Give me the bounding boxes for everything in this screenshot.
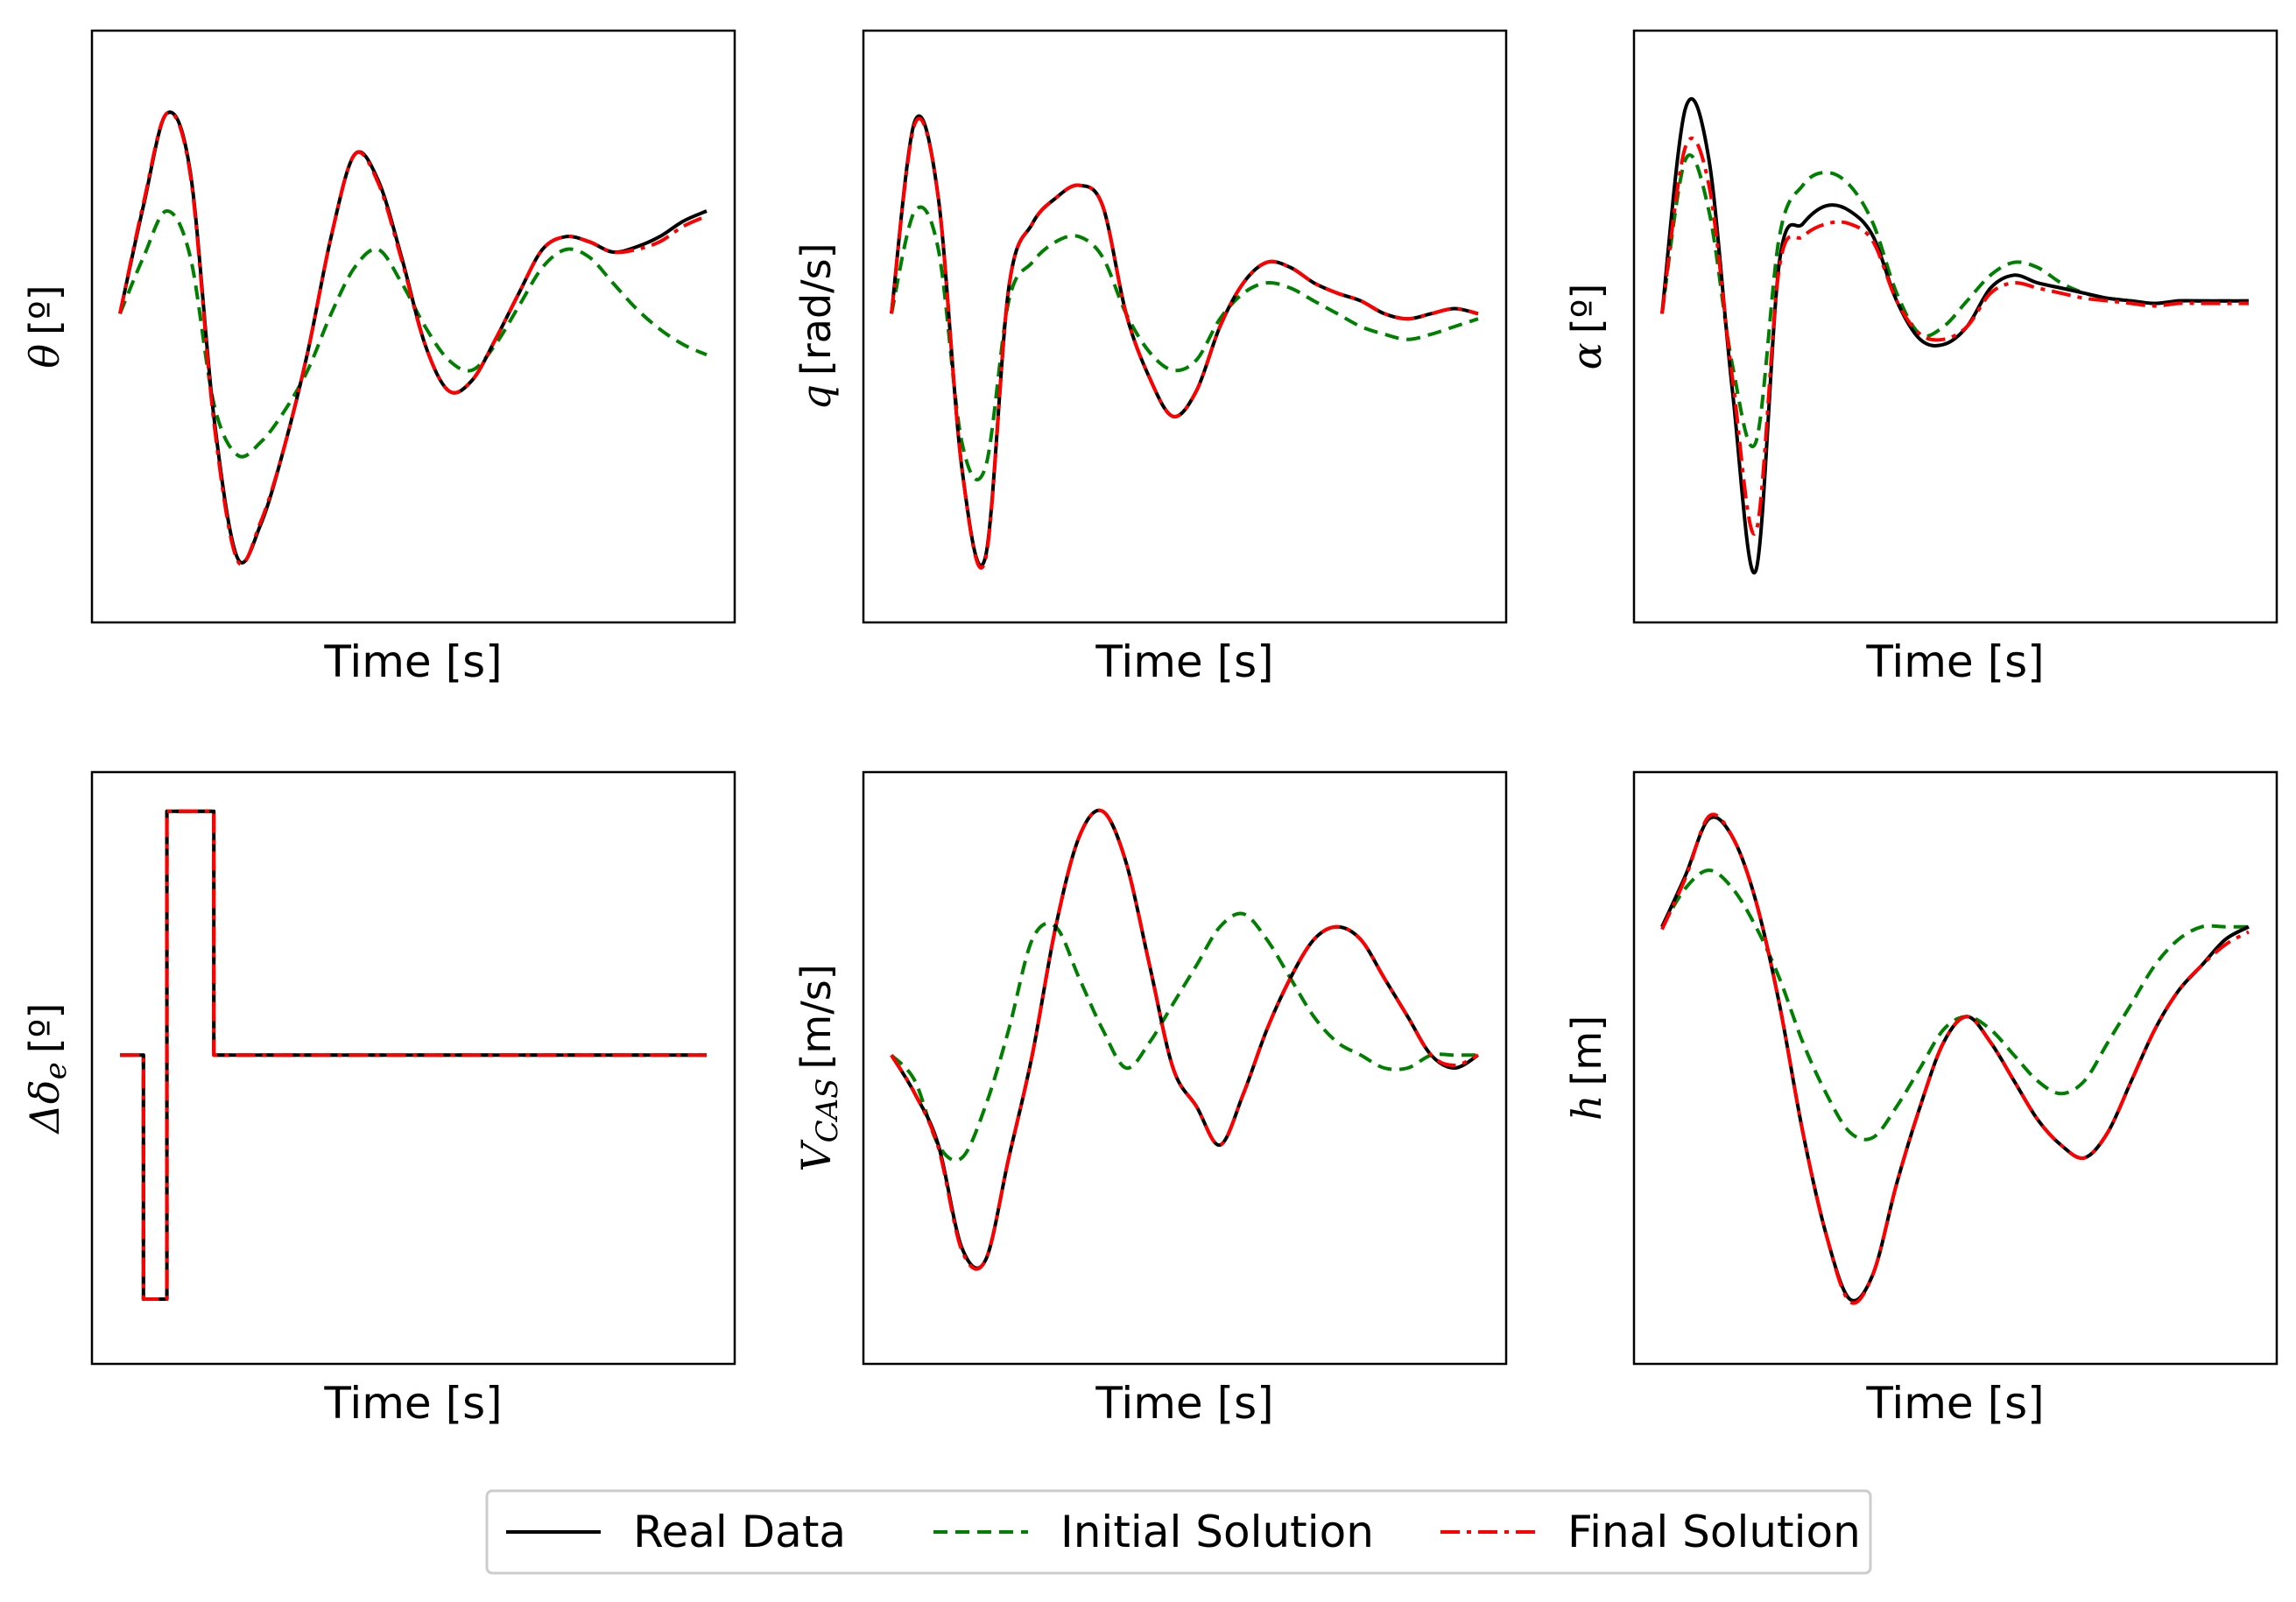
axes-frame xyxy=(90,29,736,624)
subplot-grid: Time [s] θ [º] Time [s] q [rad/s] Time [s] α [º]… xyxy=(21,29,2278,1429)
legend: Real Data Initial Solution Final Solution xyxy=(485,1489,1872,1575)
series-line-initial-solution xyxy=(890,205,1479,481)
x-axis-label: Time [s] xyxy=(323,1378,502,1429)
subplot-6: Time [s] h [m] xyxy=(1563,770,2278,1429)
series-line-real-data xyxy=(890,114,1479,567)
legend-label: Real Data xyxy=(633,1507,846,1557)
y-axis-label: h [m] xyxy=(1563,1015,1610,1121)
series-line-real-data xyxy=(1660,815,2250,1303)
series-line-initial-solution xyxy=(890,911,1478,1163)
series-line-final-solution xyxy=(890,808,1479,1271)
y-axis-symbol: Δδ xyxy=(21,1079,68,1135)
y-axis-unit: [m] xyxy=(1563,1015,1610,1086)
axes-frame xyxy=(90,770,736,1366)
y-axis-symbol: V xyxy=(792,1139,840,1172)
y-axis-label: Δδe [º] xyxy=(21,1003,74,1135)
subplot-1: Time [s] θ [º] xyxy=(21,29,736,687)
axes-frame xyxy=(862,29,1508,624)
y-axis-symbol: θ xyxy=(21,344,68,369)
series-line-final-solution xyxy=(890,116,1479,570)
y-axis-label: θ [º] xyxy=(21,285,68,368)
x-axis-label: Time [s] xyxy=(1095,1378,1273,1429)
subplot-3: Time [s] α [º] xyxy=(1563,29,2278,687)
axes-frame xyxy=(1632,29,2278,624)
legend-item-initial-solution: Initial Solution xyxy=(933,1507,1374,1557)
series-line-initial-solution xyxy=(1660,868,2249,1142)
y-axis-label: q [rad/s] xyxy=(792,242,840,410)
axes-frame xyxy=(862,770,1508,1366)
y-axis-unit: [º] xyxy=(21,1003,68,1054)
series-line-real-data xyxy=(890,808,1480,1270)
series-line-final-solution xyxy=(1660,812,2250,1305)
subplot-5: Time [s] VCAS [m/s] xyxy=(792,770,1508,1429)
series-line-initial-solution xyxy=(118,209,708,459)
y-axis-unit: [m/s] xyxy=(792,964,840,1069)
series-line-initial-solution xyxy=(1660,153,2249,449)
legend-frame xyxy=(485,1489,1872,1575)
y-axis-unit: [rad/s] xyxy=(792,242,840,376)
y-axis-subscript: CAS xyxy=(810,1079,845,1143)
y-axis-symbol: h xyxy=(1563,1095,1610,1121)
axes-frame xyxy=(1632,770,2278,1366)
y-axis-subscript: e xyxy=(39,1062,74,1079)
series-line-final-solution xyxy=(1660,137,2249,536)
x-axis-label: Time [s] xyxy=(1865,636,2044,687)
y-axis-symbol: α xyxy=(1563,342,1610,369)
y-axis-unit: [º] xyxy=(1563,284,1610,334)
legend-label: Final Solution xyxy=(1567,1507,1861,1557)
x-axis-label: Time [s] xyxy=(323,636,502,687)
legend-item-real-data: Real Data xyxy=(506,1507,846,1557)
x-axis-label: Time [s] xyxy=(1095,636,1273,687)
legend-item-final-solution: Final Solution xyxy=(1440,1507,1861,1557)
subplot-2: Time [s] q [rad/s] xyxy=(792,29,1508,687)
subplot-4: Time [s] Δδe [º] xyxy=(21,770,736,1429)
y-axis-symbol: q xyxy=(792,384,840,410)
legend-label: Initial Solution xyxy=(1060,1507,1374,1557)
y-axis-unit: [º] xyxy=(21,285,68,335)
series-line-final-solution xyxy=(120,809,707,1301)
y-axis-label: VCAS [m/s] xyxy=(792,964,845,1171)
x-axis-label: Time [s] xyxy=(1865,1378,2044,1429)
y-axis-label: α [º] xyxy=(1563,284,1610,370)
series-line-real-data xyxy=(118,110,708,565)
series-line-final-solution xyxy=(118,110,708,566)
